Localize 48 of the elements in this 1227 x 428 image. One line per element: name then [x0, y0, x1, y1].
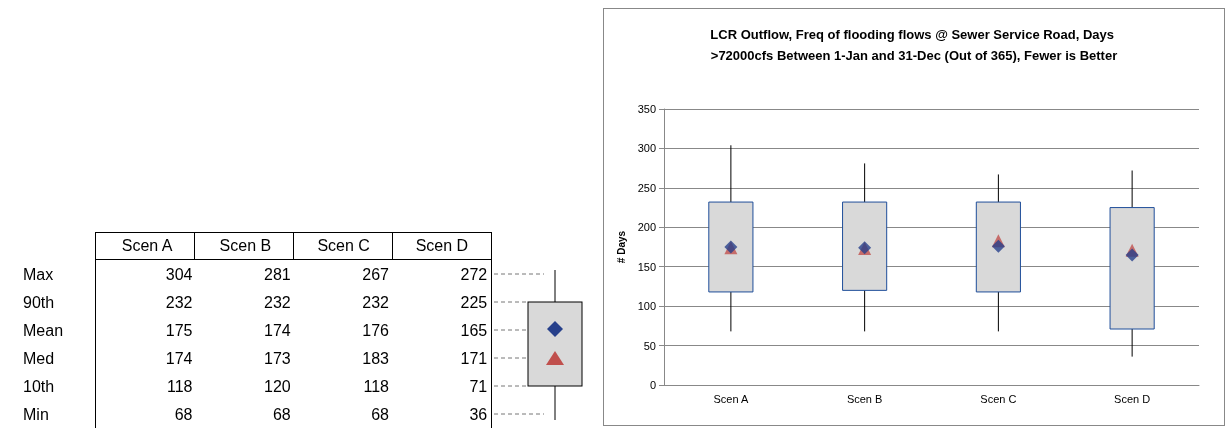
- data-label: 173: [264, 349, 291, 367]
- data-label: 232: [165, 293, 193, 311]
- data-label: 68: [371, 405, 390, 423]
- data-label: 71: [469, 377, 488, 395]
- y-tick-label: 300: [637, 142, 656, 155]
- y-tick-label: 50: [643, 339, 656, 352]
- data-label: 174: [165, 349, 193, 367]
- y-tick-label: Min: [23, 405, 49, 423]
- y-tick-label: 0: [649, 379, 656, 391]
- data-label: 175: [165, 321, 193, 339]
- data-label: 232: [264, 293, 291, 311]
- data-label: 225: [460, 293, 488, 311]
- x-tick-label: Scen C: [317, 236, 370, 254]
- data-label: 118: [166, 377, 193, 395]
- x-tick-label: Scen C: [980, 392, 1017, 405]
- y-axis-title: # Days: [616, 230, 628, 264]
- data-label: 120: [264, 377, 291, 395]
- data-label: 176: [362, 321, 390, 339]
- data-label: 36: [469, 405, 488, 423]
- y-tick-label: 250: [637, 181, 656, 194]
- data-label: 174: [264, 321, 291, 339]
- x-tick-label: Scen A: [121, 236, 173, 254]
- data-label: 267: [362, 265, 390, 283]
- data-label: 165: [460, 321, 488, 339]
- x-tick-label: Scen B: [219, 236, 272, 254]
- data-label: 272: [460, 265, 488, 283]
- y-tick-label: Med: [23, 349, 55, 367]
- x-tick-label: Scen D: [1114, 392, 1151, 405]
- y-tick-label: 200: [637, 221, 656, 234]
- y-tick-label: 90th: [23, 293, 55, 311]
- data-label: 118: [363, 377, 390, 395]
- y-tick-label: 100: [637, 300, 656, 313]
- y-tick-label: Mean: [23, 321, 64, 339]
- x-tick-label: Scen D: [415, 236, 469, 254]
- data-label: 232: [362, 293, 390, 311]
- x-tick-label: Scen B: [846, 392, 883, 405]
- y-tick-label: 350: [637, 103, 656, 115]
- data-label: 68: [174, 405, 193, 423]
- chart-title: LCR Outflow, Freq of flooding flows @ Sewer Service Road, Days >72000cfs Between 1-Jan and 31-Dec (Out of 365), Fewer is Better: [710, 27, 1118, 63]
- data-label: 171: [460, 349, 488, 367]
- data-label: 304: [165, 265, 193, 283]
- y-tick-label: 150: [637, 260, 656, 273]
- x-tick-label: Scen A: [713, 392, 749, 405]
- y-tick-label: 10th: [23, 377, 55, 395]
- data-label: 281: [264, 265, 291, 283]
- y-tick-label: Max: [23, 265, 54, 283]
- data-label: 68: [272, 405, 291, 423]
- data-label: 183: [362, 349, 390, 367]
